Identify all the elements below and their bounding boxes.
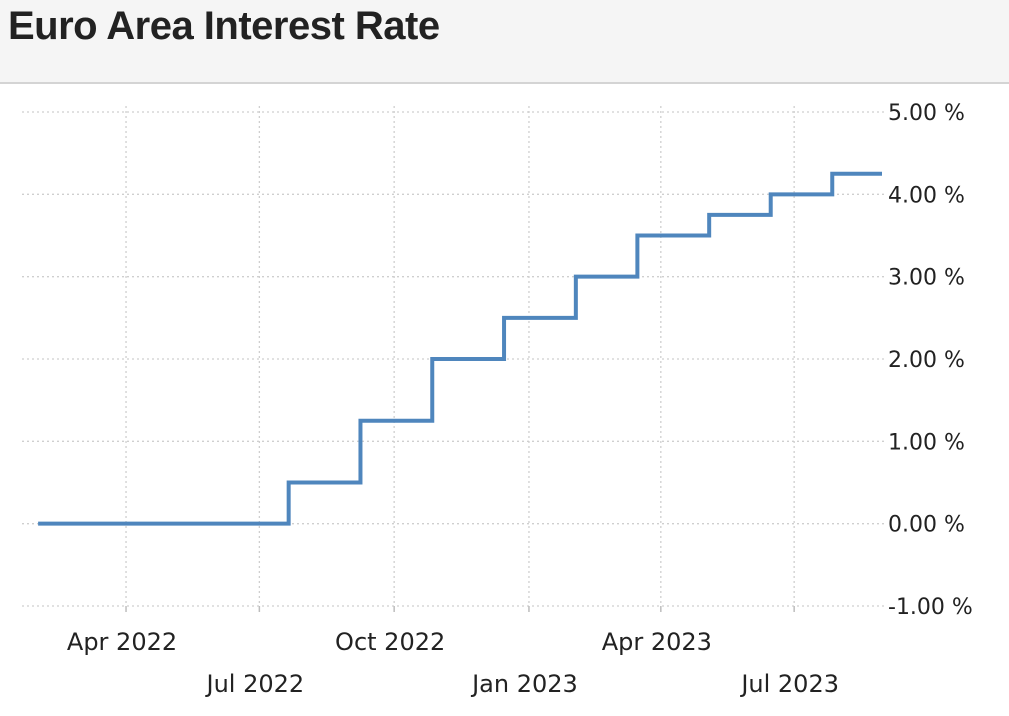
- y-tick-label: 1.00 %: [888, 430, 965, 455]
- y-tick-label: 3.00 %: [888, 266, 965, 291]
- x-axis-labels: Apr 2022 Jul 2022 Oct 2022 Jan 2023 Apr 2023…: [67, 628, 839, 698]
- x-axis-ticks: [125, 606, 795, 612]
- x-tick-label: Jul 2023: [739, 670, 839, 698]
- y-tick-label: 0.00 %: [888, 513, 965, 538]
- x-tick-label: Oct 2022: [335, 628, 445, 656]
- y-tick-label: 2.00 %: [888, 348, 965, 373]
- y-tick-label: 5.00 %: [888, 101, 965, 126]
- x-tick-label: Apr 2023: [602, 628, 712, 656]
- x-tick-label: Jan 2023: [470, 670, 578, 698]
- interest-rate-line: [38, 171, 882, 526]
- y-axis-labels: 5.00 % 4.00 % 3.00 % 2.00 % 1.00 % 0.00 % -1.0…: [888, 101, 973, 620]
- x-tick-label: Jul 2022: [205, 670, 305, 698]
- interest-rate-chart: 5.00 % 4.00 % 3.00 % 2.00 % 1.00 % 0.00 % -1.0…: [22, 101, 973, 698]
- y-tick-label: 4.00 %: [888, 183, 965, 208]
- series-layer: [38, 171, 882, 526]
- chart-header: Euro Area Interest Rate: [0, 0, 1009, 84]
- grid-lines: [22, 106, 885, 607]
- chart-title: Euro Area Interest Rate: [8, 4, 440, 48]
- x-tick-label: Apr 2022: [67, 628, 177, 656]
- y-tick-label: -1.00 %: [888, 595, 973, 620]
